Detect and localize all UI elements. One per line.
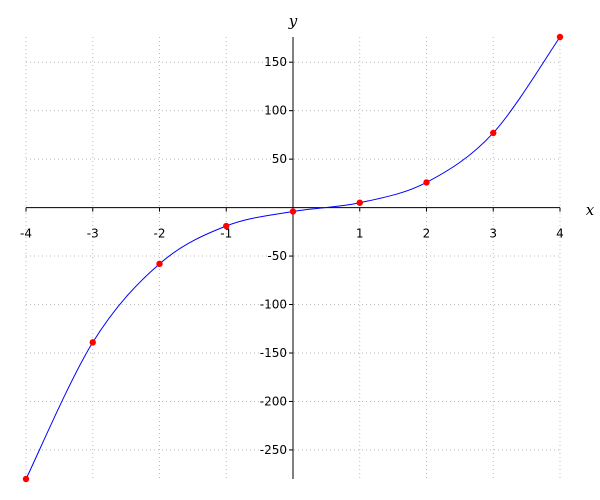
y-tick-label: -50	[267, 249, 287, 263]
x-tick-label: 3	[489, 227, 497, 241]
y-tick-label: -250	[260, 443, 287, 457]
x-tick-label: 4	[556, 227, 564, 241]
x-tick-label: -2	[154, 227, 166, 241]
x-tick-label: -4	[20, 227, 32, 241]
point	[356, 199, 363, 206]
point	[223, 222, 230, 230]
y-tick-label: -150	[260, 346, 287, 360]
x-tick-label: 1	[356, 227, 364, 241]
point	[423, 179, 430, 186]
y-tick-label: -100	[260, 298, 287, 312]
point	[556, 33, 564, 41]
x-tick-label: -1	[220, 227, 232, 241]
x-tick-label: 2	[423, 227, 431, 241]
y-tick-label: -200	[260, 394, 287, 408]
y-tick-label: 150	[264, 55, 287, 69]
point	[89, 339, 96, 346]
y-axis-label: y	[288, 12, 298, 30]
point	[490, 129, 497, 137]
point	[289, 208, 297, 215]
x-tick-label: -3	[87, 227, 99, 241]
y-tick-label: 100	[264, 104, 287, 118]
y-tick-label: 50	[272, 152, 287, 166]
point	[22, 475, 30, 483]
x-axis-label: x	[586, 201, 595, 219]
point	[156, 260, 163, 268]
